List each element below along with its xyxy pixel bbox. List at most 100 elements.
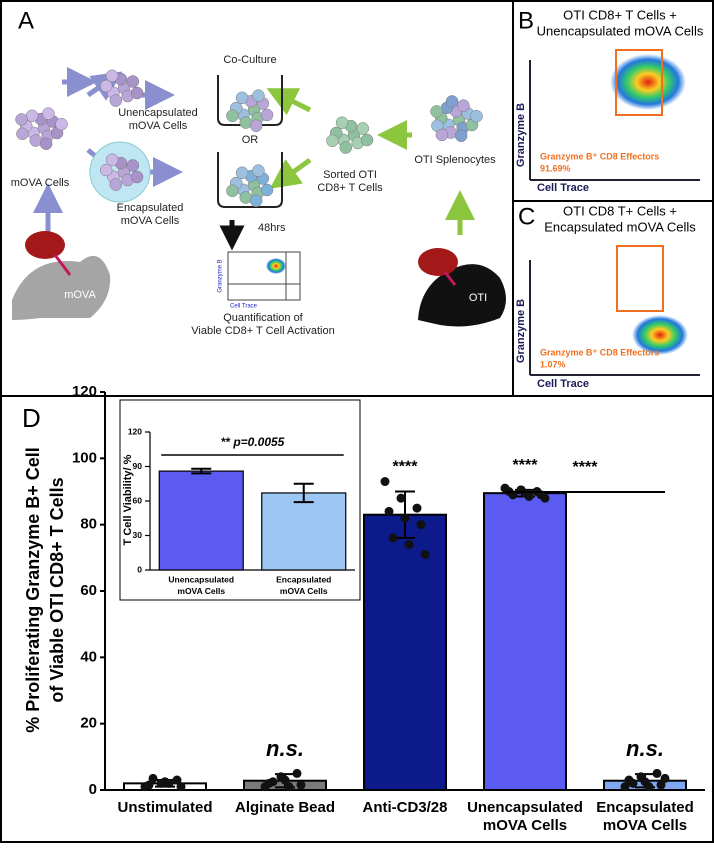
label: mOVA Cells <box>11 177 70 189</box>
gate-value: 1.07% <box>540 359 566 369</box>
cell <box>55 117 68 131</box>
comparison-label: ** p=0.0055 <box>221 435 285 449</box>
data-point <box>524 491 534 501</box>
cell <box>226 109 239 123</box>
data-point <box>620 782 630 792</box>
panel-title: OTI CD8 T+ Cells + <box>563 203 677 218</box>
x-tick-label: Encapsulated <box>276 574 331 584</box>
bar-label: n.s. <box>266 736 304 761</box>
label: CD8+ T Cells <box>317 182 383 194</box>
x-tick-label: Unencapsulated <box>168 574 234 584</box>
data-point <box>420 550 430 560</box>
y-tick-label: 0 <box>137 564 142 574</box>
y-tick-label: 30 <box>133 530 143 540</box>
label: Unencapsulated <box>118 107 198 119</box>
gate-label: Granzyme B⁺ CD8 Effectors <box>540 347 659 357</box>
cell <box>445 95 459 108</box>
x-tick-label: mOVA Cells <box>280 586 328 596</box>
error-bar <box>191 467 212 475</box>
data-point <box>144 780 154 790</box>
panel-letter: B <box>518 7 534 34</box>
cell <box>235 166 249 180</box>
cell <box>457 99 470 112</box>
axis-label: Granzyme B <box>515 103 527 167</box>
label: OTI Splenocytes <box>414 154 496 166</box>
cell <box>360 133 374 147</box>
data-point <box>652 768 662 778</box>
y-tick-label: 60 <box>133 495 143 505</box>
label: 48hrs <box>258 222 286 234</box>
x-tick-label: Alginate Bead <box>235 799 335 816</box>
cell <box>260 108 274 122</box>
data-point <box>380 477 390 487</box>
cell <box>252 89 265 102</box>
cell <box>42 107 55 120</box>
cell <box>239 116 253 129</box>
cell <box>239 191 253 204</box>
y-axis-label: of Viable OTI CD8+ T Cells <box>47 477 67 702</box>
bar-label: **** <box>393 459 419 476</box>
y-axis-label: % Proliferating Granzyme B+ Cell <box>23 447 43 733</box>
data-point <box>164 778 174 788</box>
bar-label: **** <box>513 457 539 474</box>
label: mOVA Cells <box>129 120 188 132</box>
data-point <box>148 773 158 783</box>
cell <box>109 178 123 191</box>
data-point <box>628 778 638 788</box>
y-tick-label: 90 <box>133 461 143 471</box>
panel-title: Encapsulated mOVA Cells <box>544 219 696 234</box>
y-tick-label: 120 <box>128 426 142 436</box>
data-point <box>292 768 302 778</box>
label: Quantification of <box>223 312 303 324</box>
label: OTI <box>469 292 487 304</box>
cell <box>260 183 274 197</box>
cell <box>109 94 123 107</box>
x-tick-label: Anti-CD3/28 <box>362 799 447 816</box>
data-point <box>416 520 426 530</box>
data-point <box>540 493 550 503</box>
data-point <box>268 777 278 787</box>
cell <box>430 105 443 118</box>
y-tick-label: 80 <box>80 516 97 533</box>
y-tick-label: 60 <box>80 582 97 599</box>
data-point <box>404 540 414 550</box>
cell <box>249 119 263 132</box>
label: Cell Trace <box>230 304 258 310</box>
bar <box>158 470 244 571</box>
bar <box>363 513 447 791</box>
data-point <box>388 533 398 543</box>
data-point <box>284 782 294 792</box>
cell <box>130 86 144 100</box>
cell <box>435 128 449 142</box>
cell <box>126 159 140 172</box>
y-tick-label: 20 <box>80 715 97 732</box>
x-tick-label: mOVA Cells <box>483 817 567 834</box>
cell <box>39 137 53 150</box>
data-point <box>656 780 666 790</box>
x-tick-label: mOVA Cells <box>177 586 225 596</box>
label: Viable CD8+ T Cell Activation <box>191 325 334 337</box>
data-point <box>412 503 422 513</box>
axis-label: Granzyme B <box>515 299 527 363</box>
gate-label: Granzyme B⁺ CD8 Effectors <box>540 151 659 161</box>
cell <box>99 163 113 177</box>
panel-letter: C <box>518 203 535 230</box>
y-axis-label: T Cell Viability/ % <box>122 454 134 545</box>
cell <box>25 109 39 123</box>
axis-label: Cell Trace <box>537 378 589 390</box>
bar-label: n.s. <box>626 736 664 761</box>
cell <box>130 170 144 184</box>
cell <box>335 116 349 130</box>
cell <box>249 194 263 207</box>
comparison-label: **** <box>573 459 599 476</box>
panel-c-art <box>529 245 700 376</box>
panel-letter: A <box>18 7 34 34</box>
cell <box>235 91 249 105</box>
axis-label: Cell Trace <box>537 182 589 194</box>
bar <box>483 492 567 791</box>
label: Co-Culture <box>223 54 276 66</box>
cell <box>226 184 239 198</box>
x-tick-label: Unstimulated <box>117 799 212 816</box>
